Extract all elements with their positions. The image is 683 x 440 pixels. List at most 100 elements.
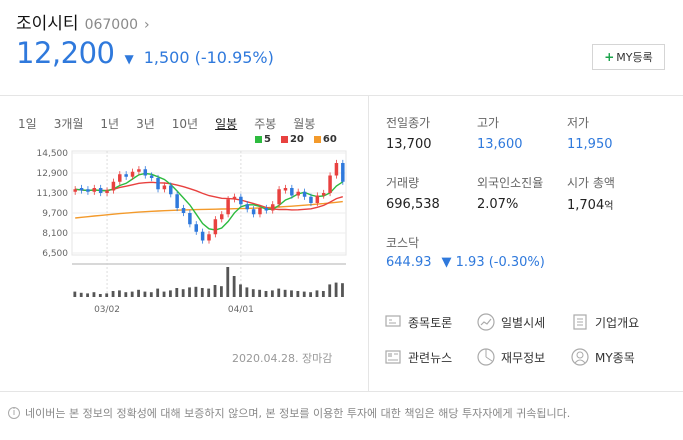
- period-tabs: 1일 3개월 1년 3년 10년 일봉 주봉 월봉: [18, 115, 332, 132]
- candle: [162, 185, 167, 190]
- volume-bar: [149, 292, 153, 297]
- candle: [213, 219, 218, 235]
- candle: [73, 189, 77, 192]
- candle: [118, 174, 122, 182]
- tab-3y[interactable]: 3년: [136, 117, 155, 131]
- volume-bar: [162, 291, 166, 297]
- tab-monthly[interactable]: 월봉: [293, 117, 316, 131]
- stock-code: 067000: [84, 17, 139, 33]
- index-value: 644.93: [386, 255, 432, 270]
- y-tick-label: 14,500: [37, 149, 69, 159]
- candle: [79, 188, 84, 191]
- candle: [207, 234, 211, 241]
- index-label[interactable]: 코스닥: [386, 236, 420, 250]
- chart-date: 2020.04.28. 장마감: [232, 352, 333, 365]
- chevron-right-icon[interactable]: ›: [144, 17, 150, 33]
- disclaimer: i 네이버는 본 정보의 정확성에 대해 보증하지 않으며, 본 정보를 이용한…: [8, 405, 570, 421]
- volume-bar: [207, 288, 211, 297]
- stock-chart[interactable]: 14,500 12,900 11,300 9,700 8,100 6,500 03/02 04…: [0, 140, 360, 320]
- volume-bar: [169, 290, 172, 297]
- volume-bar: [239, 284, 242, 297]
- y-tick-label: 8,100: [42, 229, 68, 239]
- volume-bar: [98, 294, 102, 297]
- menu-discussion[interactable]: 종목토론: [384, 313, 452, 331]
- volume-bar: [175, 288, 179, 297]
- volume-bar: [264, 291, 268, 297]
- candle: [264, 208, 269, 211]
- menu-company-overview[interactable]: 기업개요: [571, 313, 639, 331]
- tab-1y[interactable]: 1년: [100, 117, 120, 131]
- stat-value: 2.07%: [477, 197, 519, 212]
- volume-bar: [200, 288, 204, 297]
- candle: [226, 199, 230, 215]
- stat-value: 1,704억: [567, 198, 614, 213]
- legend-ma5: 5: [255, 134, 271, 145]
- tab-10y[interactable]: 10년: [171, 117, 199, 131]
- x-tick-label: 03/02: [94, 305, 120, 315]
- candle: [309, 196, 313, 203]
- candle: [245, 204, 249, 210]
- stat-label: 거래량: [386, 176, 420, 190]
- legend-ma20: 20: [280, 134, 304, 145]
- tab-weekly[interactable]: 주봉: [254, 117, 277, 131]
- volume-bar: [92, 292, 96, 297]
- down-arrow-icon: ▼: [124, 52, 134, 66]
- stat-value: 11,950: [567, 137, 613, 152]
- menu-daily-price[interactable]: 일별시세: [477, 313, 545, 331]
- tab-3m[interactable]: 3개월: [53, 117, 84, 131]
- volume-bar: [124, 292, 128, 297]
- candle: [270, 204, 275, 211]
- stat-market-cap: 시가 총액 1,704억: [567, 174, 615, 213]
- legend-ma60: 60: [313, 134, 337, 145]
- menu-my-stocks[interactable]: MY종목: [571, 348, 635, 366]
- tab-daily[interactable]: 일봉: [215, 117, 238, 131]
- volume-bar: [283, 289, 287, 297]
- candle: [251, 209, 256, 215]
- volume-bar: [79, 292, 83, 297]
- stat-label: 저가: [567, 116, 590, 130]
- stock-title[interactable]: 조이시티 067000 ›: [16, 9, 150, 34]
- volume-bar: [277, 288, 281, 297]
- volume-bar: [130, 291, 134, 297]
- stat-low: 저가 11,950: [567, 114, 613, 152]
- candle: [321, 193, 326, 196]
- plus-icon: +: [604, 50, 615, 64]
- volume-bar: [245, 287, 249, 297]
- volume-bar: [105, 293, 109, 297]
- candle: [200, 231, 205, 241]
- candle: [181, 208, 186, 213]
- index-row: 644.93 ▼ 1.93 (-0.30%): [386, 255, 545, 270]
- down-arrow-icon: ▼: [441, 255, 452, 270]
- stat-value: 13,700: [386, 137, 432, 152]
- add-my-stock-button[interactable]: + MY등록: [592, 44, 665, 70]
- stat-label: 전일종가: [386, 116, 431, 130]
- candle: [111, 181, 116, 191]
- candle: [277, 189, 281, 205]
- volume-bar: [194, 286, 198, 297]
- user-icon: [571, 348, 589, 366]
- stat-foreign-ratio: 외국인소진율 2.07%: [477, 174, 543, 212]
- volume-bar: [226, 267, 230, 297]
- candle: [98, 188, 103, 193]
- tab-1d[interactable]: 1일: [18, 117, 37, 131]
- stat-value: 696,538: [386, 197, 440, 212]
- volume-bar: [251, 289, 255, 297]
- stat-volume: 거래량 696,538: [386, 174, 440, 212]
- volume-bar: [156, 288, 160, 297]
- volume-bar: [290, 290, 293, 297]
- disclaimer-text: 네이버는 본 정보의 정확성에 대해 보증하지 않으며, 본 정보를 이용한 투…: [25, 407, 571, 420]
- divider: [0, 391, 683, 392]
- candle: [219, 214, 224, 220]
- volume-bar: [232, 276, 236, 297]
- candle: [86, 189, 90, 192]
- candle: [149, 175, 154, 178]
- news-icon: [385, 350, 401, 364]
- volume-bar: [309, 292, 313, 297]
- x-tick-label: 04/01: [228, 305, 254, 315]
- candle: [315, 195, 320, 203]
- menu-financial-info[interactable]: 재무정보: [477, 348, 545, 366]
- menu-related-news[interactable]: 관련뉴스: [384, 348, 452, 366]
- plot-area: [71, 150, 347, 256]
- chart-legend: 5 20 60: [255, 134, 337, 145]
- stock-name[interactable]: 조이시티: [16, 14, 79, 34]
